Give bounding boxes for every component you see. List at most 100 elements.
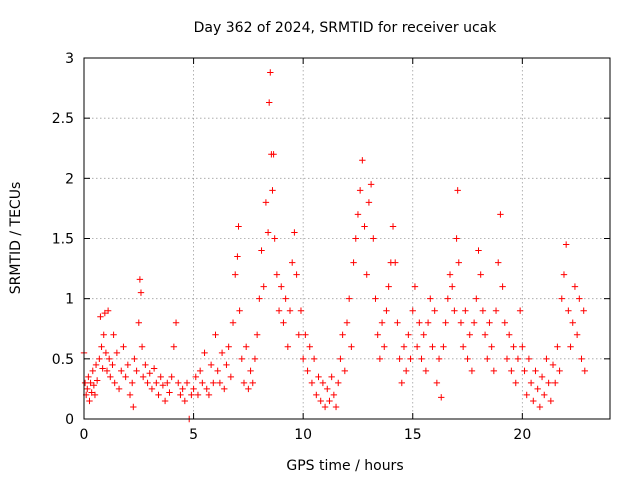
data-point: [104, 307, 112, 314]
data-point: [89, 367, 96, 375]
data-point: [571, 283, 579, 290]
data-point: [400, 343, 408, 350]
data-point: [497, 211, 504, 218]
data-point: [560, 271, 568, 278]
data-point: [488, 343, 495, 350]
data-point: [501, 319, 508, 326]
data-point: [157, 373, 164, 381]
grid-lines: [84, 58, 610, 419]
data-point: [328, 373, 335, 381]
data-point: [536, 403, 544, 411]
data-point: [118, 367, 125, 375]
data-point: [144, 379, 151, 387]
data-point: [475, 247, 482, 254]
y-tick-label: 0: [65, 412, 74, 428]
data-point: [519, 343, 526, 350]
data-point: [148, 385, 156, 393]
data-point: [308, 379, 316, 387]
data-point: [319, 379, 327, 387]
data-point: [201, 349, 208, 357]
data-point: [345, 295, 353, 302]
data-point: [343, 319, 351, 326]
data-point: [523, 391, 530, 399]
data-point: [413, 343, 421, 350]
data-point: [225, 343, 232, 350]
data-point: [562, 241, 570, 248]
data-point: [516, 307, 524, 314]
data-point: [324, 385, 331, 393]
data-point: [96, 355, 103, 363]
data-point: [348, 343, 355, 350]
data-point: [203, 385, 210, 393]
data-point: [444, 295, 452, 302]
data-point: [93, 377, 101, 384]
data-point: [106, 355, 113, 363]
data-point: [381, 343, 388, 350]
data-point: [236, 307, 243, 314]
data-point: [159, 382, 167, 389]
data-point: [232, 271, 239, 278]
data-point: [100, 331, 107, 338]
chart-title: Day 362 of 2024, SRMTID for receiver uca…: [194, 20, 498, 36]
data-point: [486, 319, 493, 326]
data-point: [538, 373, 546, 381]
data-point: [164, 379, 171, 387]
data-point: [512, 379, 519, 387]
data-point: [306, 343, 313, 350]
axis-ticks: [83, 57, 610, 420]
data-point: [280, 319, 287, 326]
data-point: [136, 276, 144, 283]
data-point: [435, 355, 443, 363]
data-point: [424, 319, 432, 326]
data-point: [286, 307, 294, 314]
data-point: [218, 349, 226, 357]
data-point: [499, 283, 506, 290]
data-point: [470, 319, 478, 326]
data-point: [138, 343, 146, 350]
data-point: [521, 367, 528, 375]
data-point: [459, 343, 467, 350]
data-point: [392, 259, 399, 266]
data-point: [352, 235, 359, 242]
data-point: [223, 361, 230, 369]
data-point: [101, 309, 109, 317]
data-point: [580, 307, 587, 314]
data-point: [332, 403, 340, 411]
data-point: [110, 331, 117, 338]
data-point: [177, 391, 184, 399]
data-point: [115, 385, 123, 393]
data-point: [359, 157, 366, 164]
y-tick-label: 2.5: [52, 111, 74, 127]
data-point: [88, 389, 95, 396]
data-point: [97, 313, 104, 320]
data-point: [192, 373, 199, 381]
data-point: [289, 259, 296, 266]
data-point: [313, 391, 320, 399]
data-point: [111, 379, 118, 387]
data-point: [446, 271, 454, 278]
data-point: [558, 295, 565, 302]
data-point: [120, 343, 127, 350]
data-point: [411, 283, 419, 290]
data-point: [256, 295, 263, 302]
data-point: [210, 379, 217, 387]
data-point: [409, 307, 416, 314]
data-point: [133, 367, 140, 375]
data-point: [166, 389, 173, 396]
data-point: [81, 379, 89, 387]
data-point: [278, 283, 285, 290]
data-point: [302, 331, 309, 338]
data-point: [378, 319, 386, 326]
data-point: [214, 367, 221, 375]
data-point: [581, 367, 588, 375]
data-point: [137, 289, 145, 296]
data-point: [402, 367, 410, 375]
data-point: [131, 355, 138, 363]
data-point: [449, 283, 456, 290]
data-point: [317, 397, 324, 405]
data-point: [86, 397, 93, 405]
data-point: [221, 385, 228, 393]
data-point: [172, 319, 180, 326]
data-point: [310, 355, 318, 363]
data-point: [376, 355, 384, 363]
